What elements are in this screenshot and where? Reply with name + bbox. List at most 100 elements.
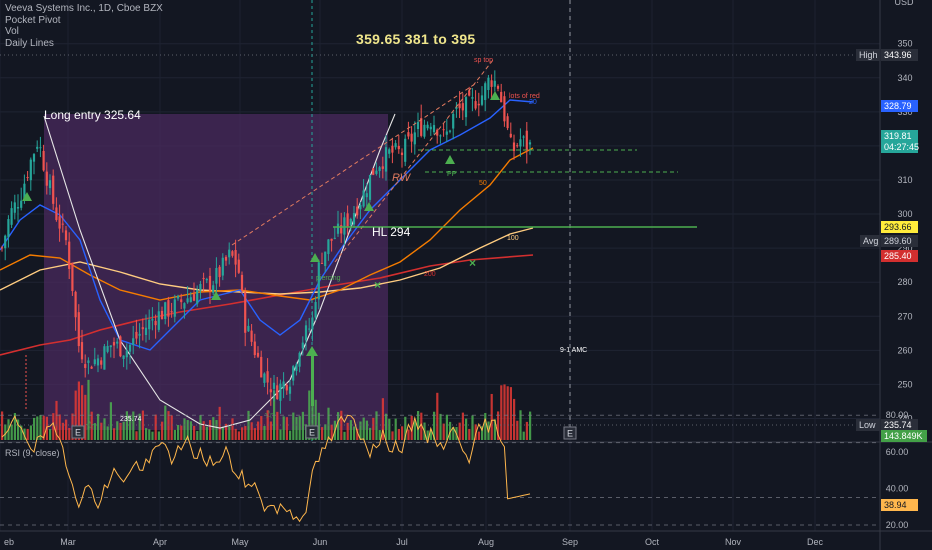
volume-bar	[253, 428, 256, 440]
volume-bars	[1, 379, 532, 440]
candle-body	[170, 311, 173, 313]
ma20-price-tag: 328.79	[881, 100, 918, 112]
volume-bar	[468, 428, 471, 440]
volume-bar	[321, 427, 324, 440]
candle-body	[304, 325, 308, 341]
legend-symbol[interactable]: Veeva Systems Inc., 1D, Cboe BZX	[5, 3, 163, 14]
high-price-tag: 343.96	[881, 49, 918, 61]
candle-body	[317, 262, 320, 300]
candle-body	[250, 330, 253, 342]
candle-body	[525, 130, 528, 151]
legend-vol[interactable]: Vol	[5, 26, 19, 37]
candle-body	[343, 217, 346, 235]
star-icon: ☆	[264, 409, 274, 421]
legend-daily-lines[interactable]: Daily Lines	[5, 37, 54, 49]
volume-bar	[202, 421, 205, 440]
volume-bar	[84, 394, 87, 440]
x-tick-label: Aug	[478, 537, 494, 547]
volume-bar	[314, 399, 317, 440]
volume-tag-value: 143.849K	[884, 431, 923, 441]
volume-arrow-icon	[306, 346, 318, 356]
rsi-tick-label: 40.00	[886, 483, 909, 493]
candle-body	[413, 132, 416, 145]
volume-bar	[337, 412, 340, 440]
volume-bar	[465, 418, 468, 440]
candle-body	[109, 345, 112, 348]
volume-bar	[61, 422, 64, 440]
ma20-line	[0, 99, 534, 351]
currency-label: USD	[894, 0, 914, 7]
pocket-pivot-icon	[490, 91, 500, 100]
pocket-pivot-icon	[211, 291, 221, 300]
volume-bar	[407, 429, 410, 440]
candle-body	[106, 345, 109, 352]
volume-bar	[391, 431, 394, 440]
candle-body	[282, 381, 285, 389]
volume-bar	[330, 424, 333, 440]
candle-body	[122, 355, 125, 359]
candle-body	[228, 249, 231, 258]
candle-body	[298, 352, 301, 367]
volume-bar	[186, 420, 189, 440]
candle-body	[52, 175, 55, 204]
volume-bar	[135, 431, 138, 440]
candle-body	[4, 235, 7, 249]
wedge-upper-line	[231, 81, 479, 246]
candle-body	[240, 274, 244, 291]
candle-body	[522, 136, 525, 138]
volume-bar	[196, 430, 199, 440]
volume-bar	[205, 426, 208, 440]
candle-body	[477, 103, 480, 106]
candle-body	[349, 218, 352, 226]
candle-body	[391, 145, 394, 153]
candle-body	[199, 284, 202, 291]
candle-body	[448, 130, 452, 132]
candle-body	[96, 358, 100, 366]
volume-bar	[266, 410, 269, 440]
volume-bar	[148, 429, 151, 440]
volume-bar	[471, 415, 474, 440]
volume-bar	[516, 420, 519, 440]
volume-bar	[58, 414, 61, 440]
candle-body	[327, 239, 330, 255]
volume-bar	[269, 421, 272, 440]
candle-body	[407, 132, 410, 137]
headline-target: 359.65 381 to 395	[356, 31, 476, 47]
volume-bar	[263, 425, 266, 440]
low-mark-label: 235.74	[120, 416, 142, 423]
volume-bar	[353, 426, 356, 440]
candle-body	[384, 147, 388, 172]
avg-price-tag-value: 289.60	[884, 236, 912, 246]
candle-body	[64, 230, 68, 241]
long-entry-label: Long entry 325.64	[44, 108, 141, 122]
legend-pocket-pivot[interactable]: Pocket Pivot	[5, 14, 61, 26]
candle-body	[160, 310, 164, 320]
volume-bar	[401, 426, 404, 440]
candle-body	[154, 320, 157, 326]
volume-bar	[509, 387, 512, 440]
volume-bar	[289, 430, 292, 440]
volume-bar	[228, 426, 231, 440]
candle-body	[36, 146, 39, 149]
avg-tag: Avg	[860, 235, 880, 247]
candle-body	[157, 311, 160, 330]
candle-body	[26, 177, 29, 179]
candle-body	[93, 359, 96, 365]
candle-body	[330, 238, 333, 241]
candle-body	[455, 106, 458, 109]
volume-arrow-shaft	[311, 354, 314, 406]
volume-bar	[26, 428, 29, 440]
volume-bar	[279, 429, 282, 440]
volume-bar	[225, 423, 228, 440]
candle-body	[484, 83, 487, 101]
volume-bar	[55, 400, 58, 440]
candle-body	[388, 149, 391, 154]
pocket-pivot-icon	[364, 202, 374, 211]
candle-body	[356, 206, 359, 216]
wedge-lower-line	[334, 59, 494, 263]
candle-body	[45, 171, 48, 186]
candle-body	[7, 219, 10, 237]
volume-bar	[369, 427, 372, 440]
volume-bar	[119, 422, 122, 440]
